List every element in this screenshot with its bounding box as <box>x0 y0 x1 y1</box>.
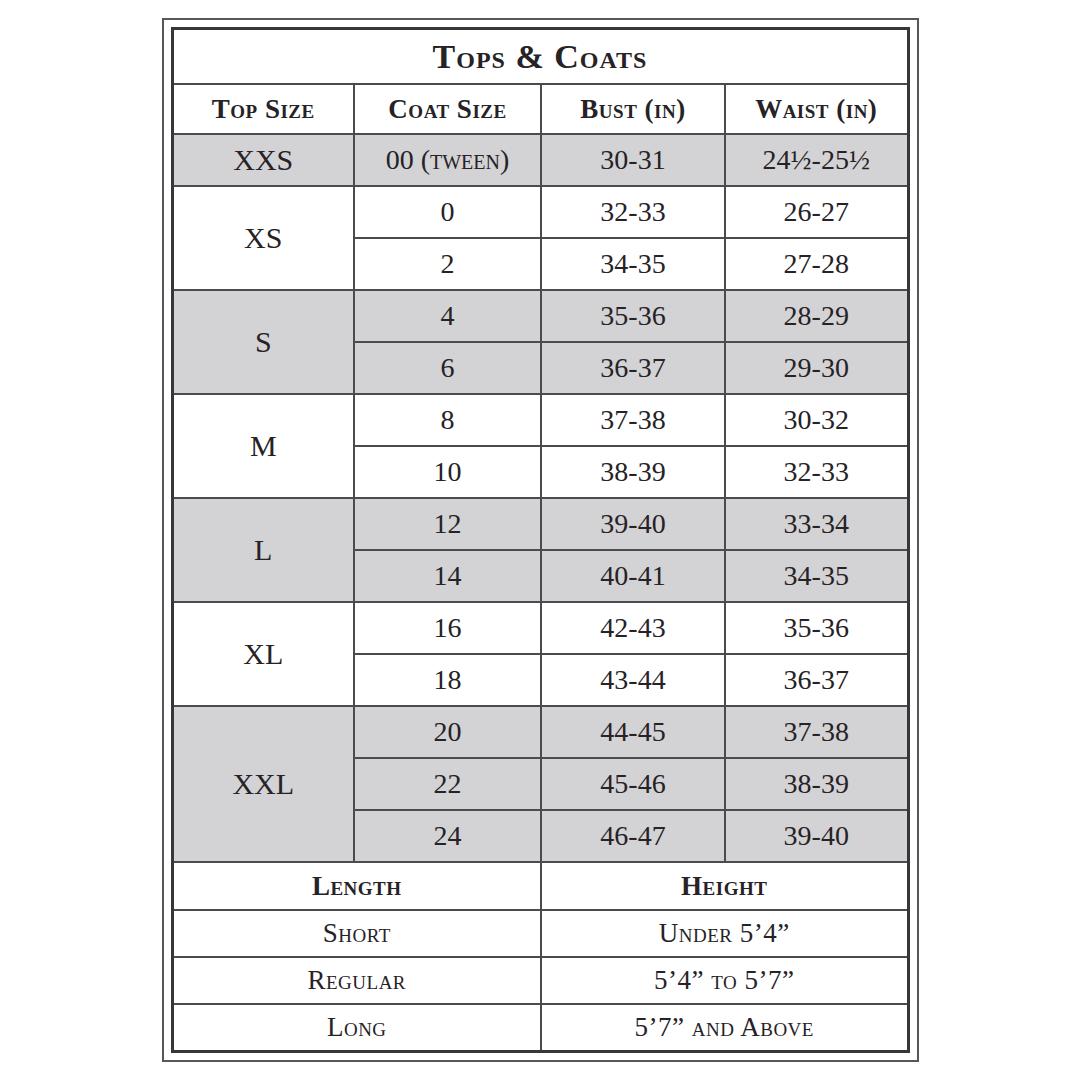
waist-cell: 33-34 <box>725 498 908 550</box>
coat-size-cell: 20 <box>354 706 541 758</box>
table-row: L1239-4033-34 <box>172 498 908 550</box>
coat-size-cell: 16 <box>354 602 541 654</box>
waist-cell: 39-40 <box>725 810 908 862</box>
chart-title: Tops & Coats <box>172 29 908 85</box>
height-cell: Under 5’4” <box>541 910 908 957</box>
table-row: XXL2044-4537-38 <box>172 706 908 758</box>
coat-size-cell: 4 <box>354 290 541 342</box>
length-header: Length <box>172 862 541 910</box>
waist-cell: 27-28 <box>725 238 908 290</box>
bust-cell: 45-46 <box>541 758 725 810</box>
coat-size-cell: 00 (tween) <box>354 134 541 186</box>
waist-cell: 36-37 <box>725 654 908 706</box>
waist-cell: 35-36 <box>725 602 908 654</box>
waist-cell: 24½-25½ <box>725 134 908 186</box>
bust-cell: 30-31 <box>541 134 725 186</box>
bust-cell: 34-35 <box>541 238 725 290</box>
table-row: XL1642-4335-36 <box>172 602 908 654</box>
waist-cell: 38-39 <box>725 758 908 810</box>
waist-cell: 32-33 <box>725 446 908 498</box>
waist-cell: 37-38 <box>725 706 908 758</box>
column-header-row: Top Size Coat Size Bust (in) Waist (in) <box>172 84 908 134</box>
bust-cell: 43-44 <box>541 654 725 706</box>
table-row: XXS00 (tween)30-3124½-25½ <box>172 134 908 186</box>
length-height-body: LengthHeightShortUnder 5’4”Regular5’4” t… <box>172 862 908 1051</box>
table-title-row: Tops & Coats <box>172 29 908 85</box>
coat-size-cell: 8 <box>354 394 541 446</box>
chart-outer-frame: Tops & Coats Top Size Coat Size Bust (in… <box>162 18 919 1062</box>
bust-cell: 39-40 <box>541 498 725 550</box>
column-header-bust: Bust (in) <box>541 84 725 134</box>
coat-size-cell: 6 <box>354 342 541 394</box>
height-cell: 5’7” and Above <box>541 1004 908 1051</box>
bust-cell: 36-37 <box>541 342 725 394</box>
waist-cell: 30-32 <box>725 394 908 446</box>
bust-cell: 37-38 <box>541 394 725 446</box>
bust-cell: 40-41 <box>541 550 725 602</box>
coat-size-cell: 24 <box>354 810 541 862</box>
length-height-row: ShortUnder 5’4” <box>172 910 908 957</box>
bust-cell: 35-36 <box>541 290 725 342</box>
size-chart-table: Tops & Coats Top Size Coat Size Bust (in… <box>171 27 910 1053</box>
bust-cell: 42-43 <box>541 602 725 654</box>
length-cell: Regular <box>172 957 541 1004</box>
coat-size-cell: 14 <box>354 550 541 602</box>
length-cell: Short <box>172 910 541 957</box>
waist-cell: 28-29 <box>725 290 908 342</box>
bust-cell: 46-47 <box>541 810 725 862</box>
coat-size-cell: 0 <box>354 186 541 238</box>
table-row: XS032-3326-27 <box>172 186 908 238</box>
length-height-row: Regular5’4” to 5’7” <box>172 957 908 1004</box>
height-cell: 5’4” to 5’7” <box>541 957 908 1004</box>
length-height-row: Long5’7” and Above <box>172 1004 908 1051</box>
top-size-cell: XXL <box>172 706 354 862</box>
coat-size-cell: 22 <box>354 758 541 810</box>
length-height-header-row: LengthHeight <box>172 862 908 910</box>
coat-size-cell: 18 <box>354 654 541 706</box>
top-size-cell: XXS <box>172 134 354 186</box>
coat-size-cell: 2 <box>354 238 541 290</box>
waist-cell: 29-30 <box>725 342 908 394</box>
waist-cell: 26-27 <box>725 186 908 238</box>
coat-size-cell: 10 <box>354 446 541 498</box>
top-size-cell: L <box>172 498 354 602</box>
length-cell: Long <box>172 1004 541 1051</box>
top-size-cell: XL <box>172 602 354 706</box>
top-size-cell: S <box>172 290 354 394</box>
top-size-cell: XS <box>172 186 354 290</box>
bust-cell: 38-39 <box>541 446 725 498</box>
table-row: S435-3628-29 <box>172 290 908 342</box>
size-rows-body: XXS00 (tween)30-3124½-25½XS032-3326-2723… <box>172 134 908 862</box>
column-header-coat-size: Coat Size <box>354 84 541 134</box>
bust-cell: 44-45 <box>541 706 725 758</box>
page: Tops & Coats Top Size Coat Size Bust (in… <box>0 0 1080 1080</box>
waist-cell: 34-35 <box>725 550 908 602</box>
top-size-cell: M <box>172 394 354 498</box>
height-header: Height <box>541 862 908 910</box>
coat-size-cell: 12 <box>354 498 541 550</box>
column-header-waist: Waist (in) <box>725 84 908 134</box>
table-row: M837-3830-32 <box>172 394 908 446</box>
column-header-top-size: Top Size <box>172 84 354 134</box>
bust-cell: 32-33 <box>541 186 725 238</box>
